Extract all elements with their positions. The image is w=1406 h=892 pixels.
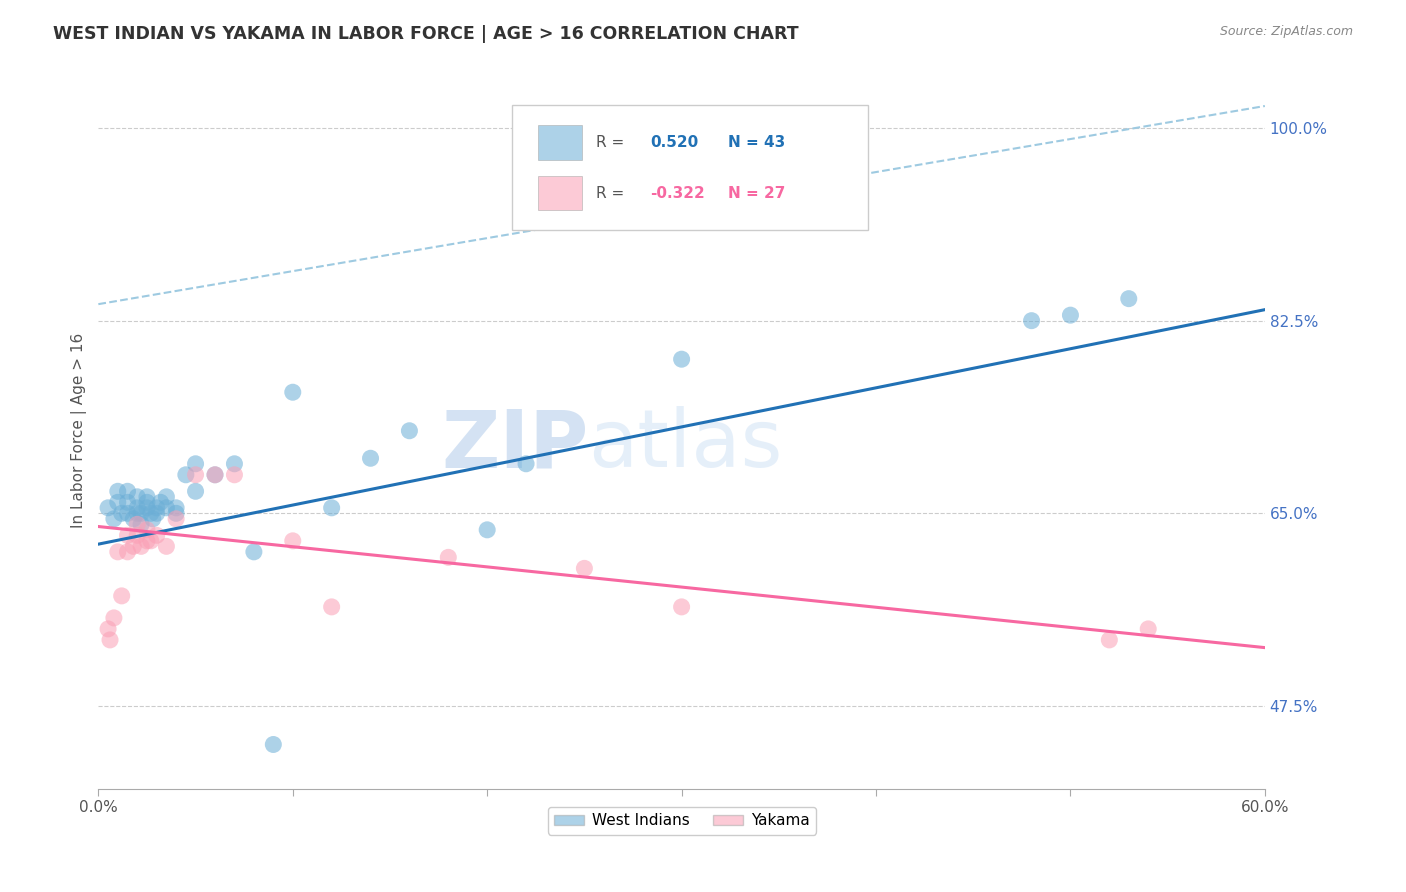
Point	[1137, 622, 1160, 636]
Point	[174, 467, 197, 482]
Point	[145, 500, 167, 515]
Point	[97, 622, 120, 636]
Point	[136, 523, 159, 537]
Point	[155, 539, 177, 553]
Text: N = 43: N = 43	[728, 135, 786, 150]
Point	[184, 467, 207, 482]
Point	[127, 528, 149, 542]
Text: Source: ZipAtlas.com: Source: ZipAtlas.com	[1219, 25, 1353, 38]
Point	[122, 539, 145, 553]
Point	[122, 512, 145, 526]
Text: 0.520: 0.520	[650, 135, 699, 150]
Point	[224, 467, 246, 482]
Point	[142, 512, 165, 526]
Point	[117, 484, 139, 499]
Point	[107, 545, 129, 559]
Point	[1118, 292, 1140, 306]
Point	[127, 517, 149, 532]
Point	[149, 495, 172, 509]
Point	[155, 500, 177, 515]
Point	[398, 424, 420, 438]
Point	[204, 467, 226, 482]
Point	[1021, 313, 1043, 327]
Point	[671, 599, 693, 614]
Point	[262, 738, 284, 752]
Point	[437, 550, 460, 565]
Point	[1098, 632, 1121, 647]
Point	[515, 457, 537, 471]
Point	[139, 506, 162, 520]
Point	[165, 506, 187, 520]
Point	[145, 528, 167, 542]
Point	[136, 490, 159, 504]
Point	[671, 352, 693, 367]
Point	[477, 523, 499, 537]
Legend: West Indians, Yakama: West Indians, Yakama	[547, 807, 815, 835]
Point	[165, 500, 187, 515]
Point	[204, 467, 226, 482]
Point	[360, 451, 382, 466]
Point	[103, 611, 125, 625]
Point	[117, 495, 139, 509]
Point	[321, 500, 343, 515]
Point	[281, 385, 304, 400]
Point	[111, 589, 134, 603]
Point	[103, 512, 125, 526]
Point	[129, 539, 152, 553]
Point	[1059, 308, 1081, 322]
Point	[139, 533, 162, 548]
Point	[129, 506, 152, 520]
FancyBboxPatch shape	[538, 176, 582, 211]
Text: R =: R =	[596, 186, 624, 201]
Point	[184, 457, 207, 471]
Y-axis label: In Labor Force | Age > 16: In Labor Force | Age > 16	[72, 333, 87, 528]
Text: R =: R =	[596, 135, 624, 150]
Point	[129, 517, 152, 532]
Point	[145, 506, 167, 520]
Text: ZIP: ZIP	[441, 406, 588, 484]
Point	[224, 457, 246, 471]
Text: N = 27: N = 27	[728, 186, 786, 201]
Point	[321, 599, 343, 614]
Point	[136, 533, 159, 548]
Point	[136, 495, 159, 509]
Point	[107, 484, 129, 499]
Point	[117, 506, 139, 520]
Text: -0.322: -0.322	[650, 186, 704, 201]
Point	[574, 561, 596, 575]
Point	[136, 500, 159, 515]
Point	[281, 533, 304, 548]
Text: WEST INDIAN VS YAKAMA IN LABOR FORCE | AGE > 16 CORRELATION CHART: WEST INDIAN VS YAKAMA IN LABOR FORCE | A…	[53, 25, 799, 43]
Point	[111, 506, 134, 520]
Point	[98, 632, 121, 647]
Point	[127, 490, 149, 504]
Point	[243, 545, 266, 559]
Point	[127, 500, 149, 515]
FancyBboxPatch shape	[512, 105, 869, 230]
Point	[97, 500, 120, 515]
Point	[117, 545, 139, 559]
Point	[107, 495, 129, 509]
Point	[117, 528, 139, 542]
Point	[155, 490, 177, 504]
Point	[165, 512, 187, 526]
FancyBboxPatch shape	[538, 125, 582, 160]
Text: atlas: atlas	[588, 406, 783, 484]
Point	[127, 506, 149, 520]
Point	[184, 484, 207, 499]
